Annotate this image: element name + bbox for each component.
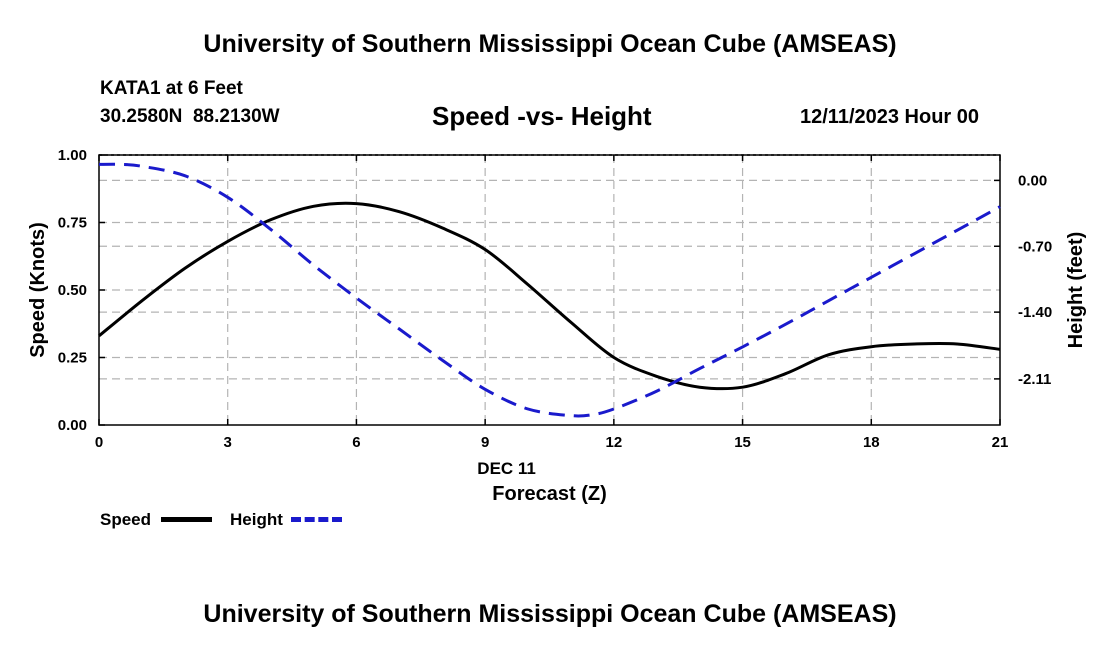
axis-ticks: 0 3 6 9 12 15 18 21 0.00 0.25 0.50 0.75 1.00 0.00 -0.7… — [58, 147, 1052, 451]
x-tick-label: 6 — [352, 434, 360, 451]
station-label: KATA1 at 6 Feet — [100, 78, 243, 99]
y-tick-label: 0.25 — [58, 350, 87, 367]
series-lines — [98, 162, 1001, 418]
y2-tick-label: 0.00 — [1018, 172, 1047, 189]
series-line-height — [98, 162, 1001, 418]
y2-tick-label: -2.11 — [1018, 371, 1051, 388]
legend-speed-label: Speed — [100, 510, 152, 529]
legend-height-label: Height — [230, 510, 283, 529]
y-tick-label: 0.00 — [58, 417, 87, 434]
x-tick-label: 0 — [95, 434, 103, 451]
x-tick-label: 12 — [606, 434, 623, 451]
forecast-datetime: 12/11/2023 Hour 00 — [800, 106, 980, 128]
y2-axis-label: Height (feet) — [1065, 232, 1087, 349]
legend-speed-swatch — [161, 517, 212, 522]
y2-tick-label: -1.40 — [1018, 304, 1052, 321]
chart-subtitle: Speed -vs- Height — [432, 101, 652, 131]
y-tick-label: 0.50 — [58, 282, 87, 299]
chart-title-bottom: University of Southern Mississippi Ocean… — [203, 600, 897, 628]
y-tick-label: 0.75 — [58, 215, 87, 232]
x-tick-label: 18 — [863, 434, 880, 451]
y-tick-label: 1.00 — [58, 147, 87, 164]
grid-lines — [99, 155, 1000, 425]
y-axis-label: Speed (Knots) — [27, 222, 49, 358]
x-axis-label: Forecast (Z) — [492, 483, 606, 505]
y2-tick-label: -0.70 — [1018, 238, 1052, 255]
x-tick-label: 15 — [734, 434, 751, 451]
station-coordinates: 30.2580N 88.2130W — [100, 106, 280, 127]
x-tick-label: 9 — [481, 434, 489, 451]
series-line-speed — [98, 201, 1001, 391]
x-tick-label: 21 — [992, 434, 1009, 451]
legend-height-swatch — [291, 517, 342, 522]
x-axis-date-label: DEC 11 — [477, 459, 536, 478]
x-tick-label: 3 — [224, 434, 232, 451]
chart-title-top: University of Southern Mississippi Ocean… — [203, 30, 897, 58]
